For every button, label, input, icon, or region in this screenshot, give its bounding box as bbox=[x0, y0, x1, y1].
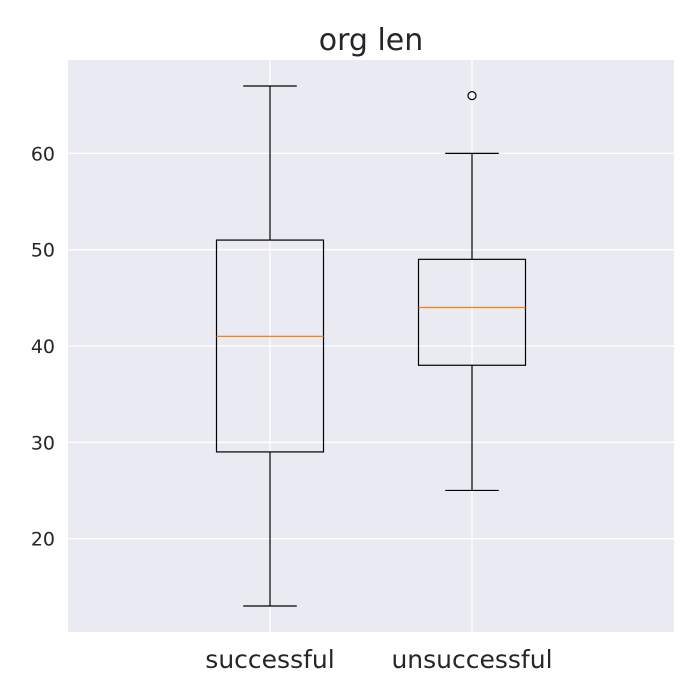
box-iqr bbox=[215, 239, 325, 453]
box-iqr bbox=[417, 258, 527, 366]
box-group-successful bbox=[215, 85, 325, 607]
box-group-unsuccessful bbox=[417, 91, 527, 492]
outlier-point bbox=[467, 91, 477, 101]
box-series bbox=[215, 85, 527, 607]
x-tick-labels: successful unsuccessful bbox=[205, 645, 552, 674]
x-tick-label: successful bbox=[205, 645, 334, 674]
y-tick-label: 50 bbox=[31, 240, 55, 262]
y-tick-labels: 20 30 40 50 60 bbox=[31, 143, 55, 550]
y-tick-label: 20 bbox=[31, 529, 55, 551]
x-tick-label: unsuccessful bbox=[391, 645, 552, 674]
chart-title: org len bbox=[319, 23, 424, 58]
y-tick-label: 60 bbox=[31, 143, 55, 165]
y-tick-label: 30 bbox=[31, 432, 55, 454]
y-tick-label: 40 bbox=[31, 336, 55, 358]
